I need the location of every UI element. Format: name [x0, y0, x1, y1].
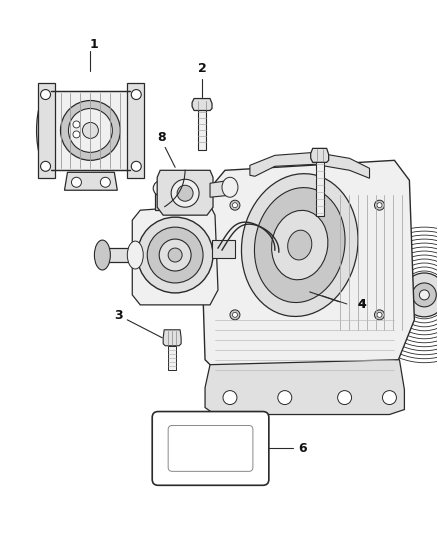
Polygon shape [205, 360, 404, 415]
Circle shape [338, 391, 352, 405]
Text: 4: 4 [357, 298, 366, 311]
Circle shape [377, 203, 382, 208]
Circle shape [60, 101, 120, 160]
Polygon shape [212, 240, 235, 258]
Circle shape [223, 391, 237, 405]
Circle shape [73, 131, 80, 138]
Circle shape [131, 161, 141, 171]
Ellipse shape [153, 180, 171, 196]
Polygon shape [168, 346, 176, 370]
Circle shape [278, 391, 292, 405]
Circle shape [100, 177, 110, 187]
Circle shape [419, 290, 429, 300]
Polygon shape [163, 330, 181, 346]
Text: 6: 6 [298, 442, 307, 455]
Text: 8: 8 [157, 131, 166, 144]
Circle shape [377, 312, 382, 317]
Polygon shape [50, 91, 130, 171]
Circle shape [159, 239, 191, 271]
Ellipse shape [288, 230, 312, 260]
Circle shape [41, 161, 50, 171]
Ellipse shape [117, 91, 144, 171]
Text: 2: 2 [198, 62, 206, 75]
Text: 3: 3 [114, 309, 123, 322]
Ellipse shape [127, 241, 143, 269]
Circle shape [68, 109, 112, 152]
Circle shape [137, 217, 213, 293]
Ellipse shape [222, 177, 238, 197]
FancyBboxPatch shape [152, 411, 269, 486]
Polygon shape [311, 148, 328, 163]
Circle shape [171, 179, 199, 207]
Circle shape [233, 203, 237, 208]
Circle shape [374, 310, 385, 320]
Ellipse shape [95, 240, 110, 270]
Polygon shape [102, 248, 135, 262]
Circle shape [177, 185, 193, 201]
Circle shape [82, 123, 99, 139]
Polygon shape [132, 205, 218, 305]
Circle shape [147, 227, 203, 283]
Circle shape [168, 248, 182, 262]
Circle shape [71, 177, 81, 187]
Ellipse shape [272, 211, 328, 280]
Polygon shape [50, 91, 130, 96]
Text: 1: 1 [90, 38, 99, 51]
Polygon shape [64, 172, 117, 190]
Text: 4: 4 [357, 298, 366, 311]
Circle shape [230, 310, 240, 320]
Circle shape [41, 90, 50, 100]
FancyBboxPatch shape [168, 425, 253, 471]
Ellipse shape [37, 91, 64, 171]
Circle shape [230, 200, 240, 210]
Ellipse shape [241, 174, 358, 317]
Circle shape [413, 283, 436, 307]
Circle shape [374, 200, 385, 210]
Polygon shape [198, 107, 206, 150]
Polygon shape [210, 180, 230, 197]
Polygon shape [200, 160, 414, 379]
Circle shape [382, 391, 396, 405]
Circle shape [403, 273, 438, 317]
Circle shape [73, 121, 80, 128]
Polygon shape [38, 83, 54, 178]
Polygon shape [155, 188, 170, 210]
Polygon shape [127, 83, 144, 178]
Polygon shape [250, 152, 370, 178]
Polygon shape [316, 158, 324, 216]
Ellipse shape [254, 188, 345, 303]
Polygon shape [192, 99, 212, 110]
Circle shape [131, 90, 141, 100]
Polygon shape [157, 171, 213, 215]
Circle shape [233, 312, 237, 317]
